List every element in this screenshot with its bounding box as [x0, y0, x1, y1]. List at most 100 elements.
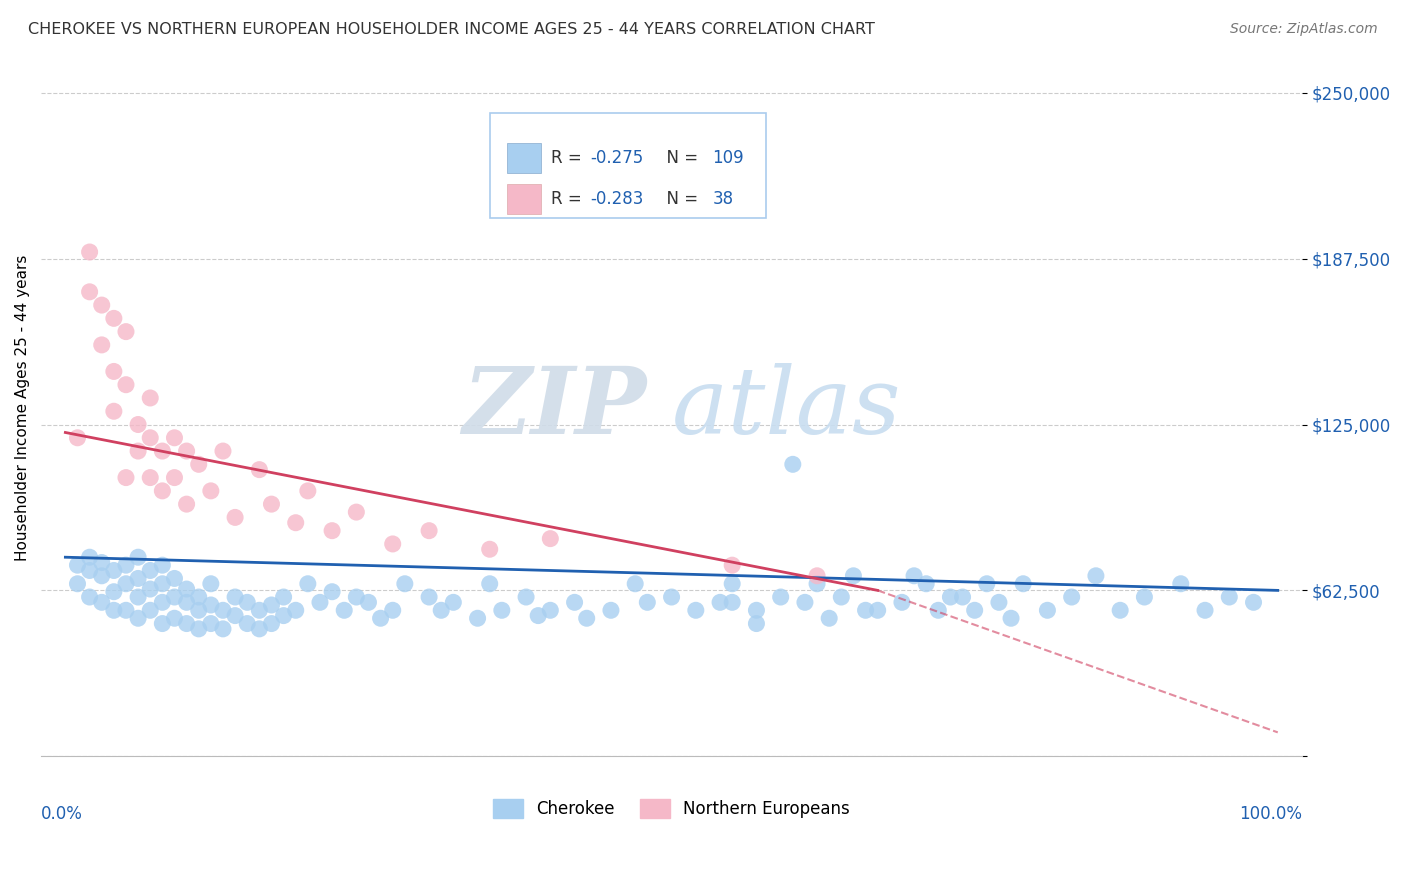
Point [150, 483, 173, 498]
Point [818, 611, 841, 625]
Point [90, 595, 112, 609]
Point [90, 298, 112, 312]
Point [79, 245, 101, 260]
Point [624, 576, 647, 591]
Point [236, 616, 259, 631]
Point [1170, 576, 1192, 591]
Text: -0.275: -0.275 [591, 149, 643, 167]
Point [952, 590, 974, 604]
Point [66, 558, 89, 573]
Point [103, 404, 125, 418]
Point [441, 595, 464, 609]
Point [1133, 590, 1156, 604]
Point [150, 558, 173, 573]
Text: CHEROKEE VS NORTHERN EUROPEAN HOUSEHOLDER INCOME AGES 25 - 44 YEARS CORRELATION : CHEROKEE VS NORTHERN EUROPEAN HOUSEHOLDE… [28, 22, 875, 37]
Point [1036, 603, 1059, 617]
Point [115, 325, 138, 339]
Point [661, 590, 683, 604]
Point [890, 595, 912, 609]
Point [1194, 603, 1216, 617]
Text: R =: R = [551, 149, 586, 167]
Point [600, 603, 623, 617]
Point [115, 558, 138, 573]
Point [79, 285, 101, 299]
Point [381, 537, 404, 551]
Point [79, 564, 101, 578]
Point [685, 603, 707, 617]
Text: 0.0%: 0.0% [41, 805, 83, 823]
Point [344, 590, 367, 604]
Point [212, 444, 235, 458]
Point [527, 608, 550, 623]
Point [478, 576, 501, 591]
Point [187, 622, 209, 636]
Point [200, 598, 222, 612]
Point [79, 590, 101, 604]
Point [150, 616, 173, 631]
Point [139, 470, 162, 484]
Point [939, 590, 962, 604]
Point [176, 582, 198, 596]
Point [830, 590, 852, 604]
Point [430, 603, 453, 617]
Point [163, 470, 186, 484]
Point [745, 616, 768, 631]
Point [150, 576, 173, 591]
Point [963, 603, 986, 617]
Point [745, 603, 768, 617]
Point [321, 524, 343, 538]
Point [297, 576, 319, 591]
Point [163, 611, 186, 625]
Text: 38: 38 [713, 190, 734, 208]
Point [163, 431, 186, 445]
Point [103, 564, 125, 578]
Text: 100.0%: 100.0% [1239, 805, 1302, 823]
Point [103, 603, 125, 617]
Point [927, 603, 949, 617]
Point [187, 603, 209, 617]
Point [247, 622, 270, 636]
Point [90, 556, 112, 570]
Point [976, 576, 998, 591]
Point [721, 595, 744, 609]
Point [333, 603, 356, 617]
Point [273, 590, 295, 604]
Point [538, 532, 561, 546]
Point [866, 603, 889, 617]
Point [200, 576, 222, 591]
Text: N =: N = [657, 149, 703, 167]
Point [709, 595, 731, 609]
Legend: Cherokee, Northern Europeans: Cherokee, Northern Europeans [486, 792, 856, 824]
Point [636, 595, 658, 609]
Point [855, 603, 877, 617]
Point [721, 576, 744, 591]
Point [187, 458, 209, 472]
Point [418, 590, 440, 604]
Point [127, 550, 149, 565]
Point [1060, 590, 1083, 604]
Point [90, 338, 112, 352]
Point [721, 558, 744, 573]
Point [90, 569, 112, 583]
Point [491, 603, 513, 617]
Point [903, 569, 925, 583]
Point [115, 603, 138, 617]
Point [115, 470, 138, 484]
Point [1012, 576, 1035, 591]
Point [575, 611, 598, 625]
Point [1109, 603, 1132, 617]
Point [103, 584, 125, 599]
Point [163, 590, 186, 604]
Point [139, 603, 162, 617]
Text: 109: 109 [713, 149, 744, 167]
Point [176, 595, 198, 609]
Point [79, 550, 101, 565]
Point [127, 611, 149, 625]
Point [842, 569, 865, 583]
Point [139, 431, 162, 445]
Point [115, 377, 138, 392]
Point [200, 616, 222, 631]
Point [806, 569, 828, 583]
Text: ZIP: ZIP [463, 363, 647, 453]
Point [150, 595, 173, 609]
